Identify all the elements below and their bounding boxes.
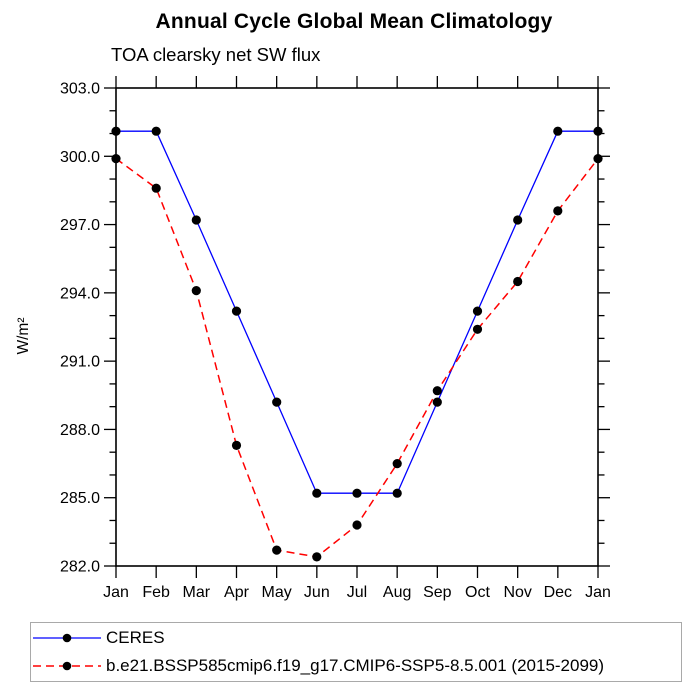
- data-point-marker: [191, 286, 201, 296]
- x-tick-label: Mar: [183, 584, 211, 601]
- data-point-marker: [553, 126, 563, 136]
- data-point-marker: [231, 306, 242, 316]
- data-point-marker: [472, 306, 483, 316]
- data-point-marker: [111, 126, 121, 136]
- legend-item-ceres: CERES: [31, 626, 681, 650]
- data-point-marker: [151, 126, 161, 136]
- legend-line-sample-solid: [33, 634, 101, 643]
- data-point-marker: [272, 545, 282, 555]
- chart-subtitle: TOA clearsky net SW flux: [111, 44, 321, 65]
- x-tick-label: Feb: [142, 584, 170, 601]
- data-point-marker: [392, 488, 402, 498]
- chart-title: Annual Cycle Global Mean Climatology: [155, 10, 553, 33]
- x-tick-label: Sep: [423, 584, 452, 601]
- y-tick-label: 288.0: [60, 422, 100, 439]
- data-point-marker: [151, 183, 161, 193]
- legend-label-ceres: CERES: [106, 628, 165, 648]
- x-tick-label: Jan: [585, 584, 611, 601]
- data-point-marker: [593, 126, 603, 136]
- x-tick-label: Oct: [465, 584, 490, 601]
- x-tick-label: Apr: [224, 584, 250, 601]
- legend-line-sample-dashed: [33, 661, 101, 670]
- x-tick-label: Dec: [544, 584, 572, 601]
- legend-item-model: b.e21.BSSP585cmip6.f19_g17.CMIP6-SSP5-8.…: [31, 654, 681, 678]
- data-point-marker: [312, 488, 322, 498]
- data-point-marker: [191, 215, 201, 225]
- x-tick-label: Jan: [103, 584, 129, 601]
- data-point-marker: [553, 206, 563, 216]
- data-point-marker: [312, 552, 322, 562]
- data-point-marker: [272, 397, 282, 407]
- y-tick-label: 300.0: [60, 149, 100, 166]
- data-point-marker: [593, 154, 603, 164]
- y-tick-label: 297.0: [60, 217, 100, 234]
- data-point-marker: [352, 520, 362, 530]
- y-tick-label: 291.0: [60, 354, 100, 371]
- x-tick-label: Nov: [503, 584, 531, 601]
- data-point-marker: [513, 215, 523, 225]
- series-line-0: [116, 130, 598, 494]
- x-tick-label: Aug: [383, 584, 411, 601]
- data-point-marker: [352, 488, 362, 498]
- data-point-marker: [432, 386, 442, 396]
- x-tick-label: Jul: [347, 584, 367, 601]
- x-tick-label: May: [262, 584, 292, 601]
- data-point-marker: [392, 459, 402, 469]
- data-point-marker: [472, 324, 483, 334]
- legend-label-model: b.e21.BSSP585cmip6.f19_g17.CMIP6-SSP5-8.…: [106, 655, 605, 675]
- y-tick-label: 294.0: [60, 285, 100, 302]
- y-tick-label: 303.0: [60, 81, 100, 98]
- data-point-marker: [231, 440, 242, 450]
- data-point-marker: [513, 276, 523, 287]
- data-point-marker: [111, 154, 121, 164]
- legend: CERES b.e21.BSSP585cmip6.f19_g17.CMIP6-S…: [30, 622, 682, 682]
- data-point-marker: [432, 397, 442, 407]
- x-tick-label: Jun: [304, 584, 330, 601]
- y-tick-label: 282.0: [60, 559, 100, 576]
- y-tick-label: 285.0: [60, 490, 100, 507]
